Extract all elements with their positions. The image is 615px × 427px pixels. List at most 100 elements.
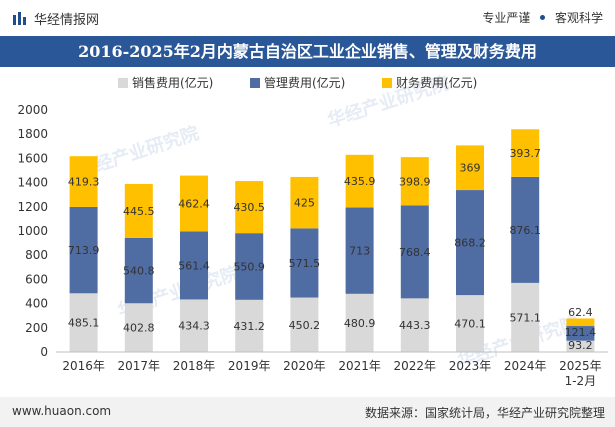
slogan-left: 专业严谨 [482,11,531,25]
data-label: 768.4 [399,246,431,259]
x-tick-label: 2020年 [283,359,326,373]
bar-segment [345,293,374,352]
data-label: 462.4 [178,198,210,211]
bar-segment [69,293,98,352]
y-tick-label: 0 [40,345,48,359]
footer-url[interactable]: www.huaon.com [12,404,112,418]
bar-segment [345,154,374,208]
data-label: 485.1 [68,317,100,330]
data-label: 445.5 [123,205,155,218]
bar-segment [511,176,540,283]
data-label: 571.5 [289,257,321,270]
slogan-dot-icon [540,15,546,20]
top-bar: 华经情报网 专业严谨 客观科学 [0,0,615,36]
data-label: 876.1 [509,224,541,237]
bar-segment [456,145,484,191]
data-label: 398.9 [399,175,431,188]
bar-segment [124,183,153,238]
y-tick-label: 1400 [17,176,48,190]
bar-segment [290,297,319,352]
x-tick-label: 2016年 [62,359,105,373]
bar-segment [566,318,595,327]
x-tick-label-line: 2023年 [449,359,492,373]
x-tick-label-line: 2021年 [338,359,381,373]
bar-segment [456,190,484,296]
bar-segment [290,228,319,298]
x-tick-label: 2024年 [504,359,547,373]
data-label: 571.1 [509,311,541,324]
legend-label: 销售费用(亿元) [132,75,213,90]
bar-segment [456,295,484,352]
brand: 华经情报网 [12,9,99,28]
x-tick-label-line: 2020年 [283,359,326,373]
y-tick-label: 800 [25,248,48,262]
y-tick-label: 1000 [17,224,48,238]
bar-segment [290,176,319,229]
y-tick-label: 200 [25,321,48,335]
x-axis: 2016年 2017年 2018年 2019年 2020年 2021年 2022年 2023年… [56,351,608,388]
footer-source: 数据来源：国家统计局，华经产业研究院整理 [364,406,605,420]
chart: 华经产业研究院华经产业研究院华经产业研究院华经产业研究院 销售费用(亿元)管理费… [17,72,608,388]
bar-segment [180,231,208,300]
x-tick-label: 2021年 [338,359,381,373]
x-tick-label: 2025年 1-2月 [559,359,602,388]
x-tick-label: 2019年 [228,359,271,373]
data-label: 868.2 [454,237,486,250]
bar-segment [235,233,264,300]
y-tick-label: 2000 [17,103,48,117]
legend: 销售费用(亿元) 管理费用(亿元) 财务费用(亿元) [118,75,477,90]
legend-swatch [250,78,260,88]
x-tick-label-line: 2025年 [559,359,602,373]
x-tick-label-line: 2018年 [173,359,216,373]
slogan: 专业严谨 客观科学 [482,9,603,26]
bar-segment [566,326,595,341]
x-tick-label: 2023年 [449,359,492,373]
x-tick-label: 2017年 [118,359,161,373]
bar-segment [69,206,98,294]
brand-name: 华经情报网 [34,13,100,28]
data-label: 62.4 [568,306,593,319]
data-label: 393.7 [509,147,541,160]
data-label: 435.9 [344,175,376,188]
data-label: 561.4 [178,259,210,272]
chart-title: 2016-2025年2月内蒙古自治区工业企业销售、管理及财务费用 [78,42,537,61]
data-label: 402.8 [123,322,155,335]
data-label: 434.3 [178,320,210,333]
bar-segment [124,237,153,304]
data-labels: 485.1 713.9 419.3 402.8 540.8 445.5 434.3 561.4… [68,147,596,352]
title-bar: 2016-2025年2月内蒙古自治区工业企业销售、管理及财务费用 [0,36,615,67]
footer: www.huaon.com 数据来源：国家统计局，华经产业研究院整理 [0,397,615,427]
bar-segment [124,303,153,352]
legend-swatch [118,78,128,88]
x-tick-label-line: 2022年 [394,359,437,373]
data-label: 550.9 [233,260,265,273]
data-label: 480.9 [344,317,376,330]
data-label: 121.4 [565,326,597,339]
bar-segment [235,181,264,234]
legend-label: 财务费用(亿元) [396,75,477,90]
bar-segment [400,205,429,299]
x-tick-label-line: 2017年 [118,359,161,373]
data-label: 713 [349,245,370,258]
y-tick-label: 600 [25,272,48,286]
bar-segment [345,207,374,294]
data-label: 431.2 [233,320,265,333]
y-axis: 0 200 400 600 800 1000 1200 1400 1600 1800 2000 [17,103,48,359]
data-label: 93.2 [568,339,593,352]
bar-segment [400,298,429,352]
x-tick-label-line: 2016年 [62,359,105,373]
bar-segment [400,157,429,206]
bar-segment [511,129,540,177]
slogan-right: 客观科学 [554,11,603,25]
bar-segment [180,175,208,232]
data-label: 713.9 [68,244,100,257]
data-label: 430.5 [233,201,265,214]
data-label: 443.3 [399,319,431,332]
data-label: 419.3 [68,176,100,189]
bar-segment [511,282,540,352]
x-tick-label: 2022年 [394,359,437,373]
bar-segment [566,340,595,352]
x-tick-label-line: 1-2月 [565,374,597,388]
bars [69,129,595,352]
x-tick-label: 2018年 [173,359,216,373]
